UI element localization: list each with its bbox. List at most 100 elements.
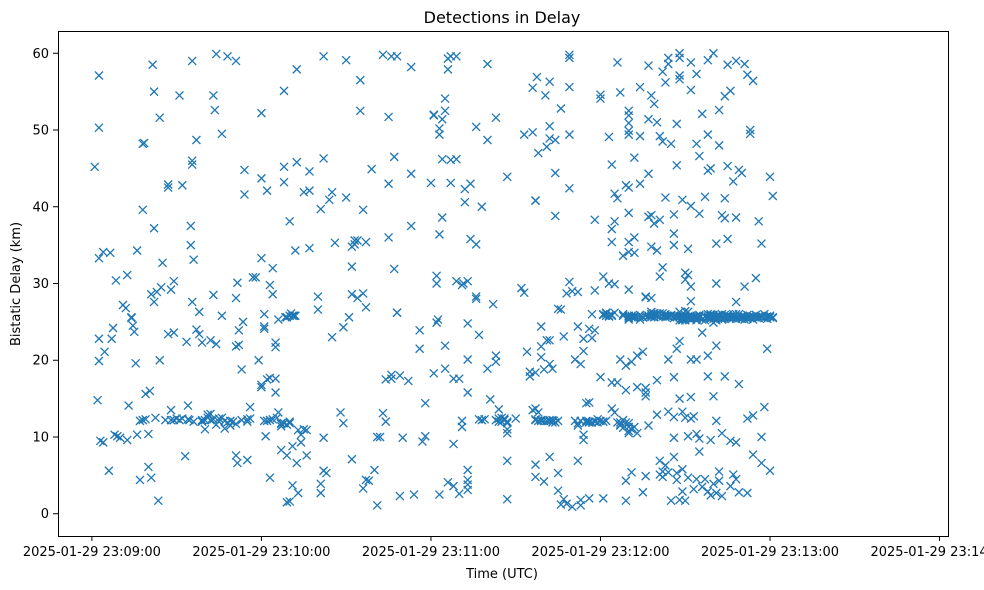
data-point: [547, 364, 557, 374]
data-point: [127, 313, 136, 323]
data-point: [621, 417, 631, 427]
data-point: [265, 280, 275, 290]
data-point: [418, 437, 427, 447]
data-point: [214, 414, 224, 424]
data-point: [358, 289, 368, 298]
data-point: [316, 479, 326, 489]
data-point: [90, 162, 100, 172]
data-point: [550, 211, 560, 221]
data-point: [711, 341, 721, 351]
data-point: [279, 86, 289, 96]
data-point: [364, 476, 374, 486]
data-point: [395, 371, 405, 381]
data-point: [95, 436, 105, 446]
data-point: [372, 500, 382, 510]
y-tick-label: 20: [32, 354, 49, 369]
data-point: [720, 213, 730, 223]
data-point: [655, 272, 665, 282]
data-point: [477, 415, 487, 425]
data-point: [596, 94, 605, 103]
data-point: [271, 342, 281, 352]
data-point: [502, 417, 512, 427]
data-point: [581, 416, 591, 426]
data-point: [341, 55, 351, 65]
data-point: [725, 86, 735, 96]
data-point: [131, 358, 141, 368]
data-point: [463, 318, 473, 328]
data-point: [661, 312, 670, 322]
data-point: [658, 67, 668, 77]
data-point: [725, 481, 735, 491]
data-point: [432, 318, 442, 328]
data-point: [661, 193, 670, 203]
x-tick-label: 2025-01-29 23:12:00: [531, 545, 669, 560]
data-point: [711, 279, 721, 288]
data-point: [556, 305, 566, 315]
data-point: [573, 287, 583, 297]
data-point: [262, 186, 272, 196]
data-point: [564, 53, 574, 63]
data-point: [672, 344, 682, 354]
plot-frame: [58, 31, 949, 537]
data-point: [525, 371, 535, 381]
data-point: [697, 109, 707, 119]
data-point: [194, 329, 204, 339]
data-point: [191, 325, 201, 335]
data-point: [211, 49, 221, 59]
data-point: [491, 351, 501, 361]
data-point: [443, 64, 453, 74]
data-point: [271, 388, 281, 397]
data-point: [703, 55, 713, 65]
data-point: [714, 467, 724, 476]
data-point: [601, 416, 611, 426]
data-point: [686, 58, 696, 67]
data-point: [446, 178, 456, 188]
data-point: [139, 138, 149, 148]
data-point: [683, 431, 693, 441]
data-point: [105, 248, 115, 258]
data-point: [454, 489, 464, 499]
data-point: [285, 418, 295, 428]
data-point: [440, 106, 450, 116]
data-point: [485, 394, 495, 404]
data-point: [663, 59, 673, 69]
data-point: [94, 253, 104, 263]
data-point: [197, 417, 207, 427]
data-point: [488, 299, 498, 309]
data-point: [532, 72, 542, 82]
data-point: [148, 60, 158, 70]
data-point: [714, 140, 724, 150]
data-point: [231, 450, 241, 460]
data-point: [579, 346, 588, 356]
data-point: [98, 247, 108, 257]
data-point: [635, 312, 645, 322]
data-point: [658, 137, 668, 146]
data-point: [748, 411, 758, 420]
data-point: [663, 467, 673, 477]
data-point: [675, 71, 685, 80]
data-point: [723, 161, 733, 171]
data-point: [669, 452, 679, 462]
data-point: [415, 325, 425, 335]
data-point: [553, 304, 563, 314]
data-point: [624, 208, 634, 218]
data-point: [471, 122, 481, 132]
data-point: [234, 325, 244, 335]
data-point: [483, 59, 492, 69]
data-point: [93, 395, 103, 405]
data-point: [661, 460, 670, 470]
data-point: [166, 405, 176, 415]
data-point: [231, 293, 241, 303]
data-point: [692, 474, 701, 484]
data-point: [451, 276, 461, 286]
data-point: [531, 472, 540, 482]
data-point: [765, 312, 775, 322]
data-point: [697, 328, 707, 338]
data-point: [163, 180, 173, 189]
data-point: [590, 215, 600, 225]
data-point: [632, 428, 642, 438]
data-point: [187, 156, 197, 166]
data-point: [669, 229, 679, 239]
data-point: [440, 364, 450, 374]
data-point: [740, 282, 750, 292]
